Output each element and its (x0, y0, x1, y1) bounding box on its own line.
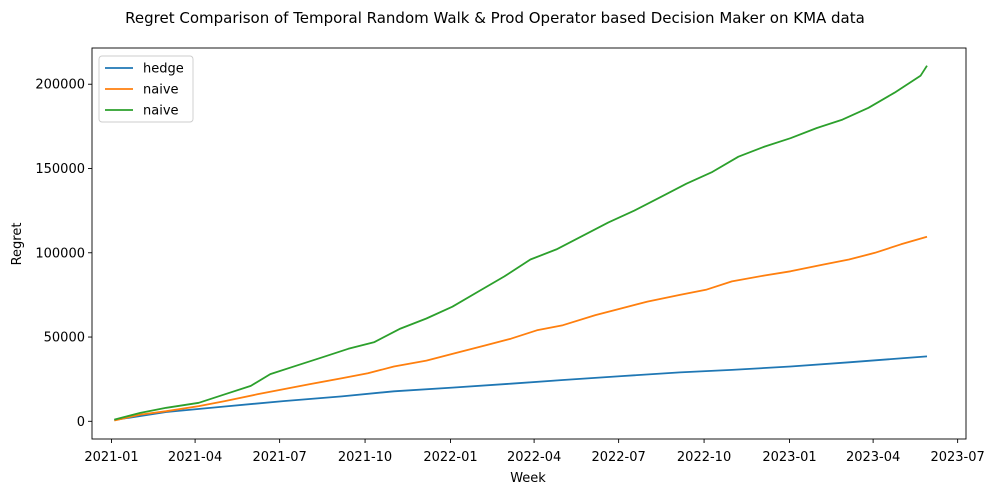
series-line-1 (114, 355, 928, 421)
x-tick-label: 2022-04 (507, 450, 561, 465)
series-line-2 (114, 235, 928, 422)
series-line-3 (114, 65, 928, 421)
legend-label: naive (143, 104, 179, 119)
y-tick-label: 50000 (44, 331, 85, 346)
x-tick-label: 2022-01 (423, 450, 477, 465)
legend-label: hedge (143, 62, 184, 77)
plot-area (91, 47, 967, 440)
x-tick-label: 2022-07 (591, 450, 645, 465)
legend: hedge naive naive (98, 55, 194, 123)
legend-box (98, 55, 194, 123)
y-tick-label: 150000 (35, 162, 85, 177)
y-axis: 0 50000 100000 150000 200000 (35, 78, 92, 430)
y-tick-label: 0 (77, 415, 85, 430)
chart-title: Regret Comparison of Temporal Random Wal… (125, 9, 865, 27)
x-tick-label: 2022-10 (677, 450, 731, 465)
x-axis: 2021-01 2021-04 2021-07 2021-10 2022-01 2022-… (84, 439, 985, 465)
legend-label: naive (143, 83, 179, 98)
x-tick-label: 2023-04 (846, 450, 900, 465)
x-axis-label: Week (510, 471, 546, 486)
x-tick-label: 2021-07 (252, 450, 306, 465)
y-tick-label: 200000 (35, 78, 85, 93)
x-tick-label: 2023-07 (930, 450, 984, 465)
x-tick-label: 2023-01 (762, 450, 816, 465)
x-tick-label: 2021-10 (338, 450, 392, 465)
x-tick-label: 2021-04 (168, 450, 222, 465)
series-layer (114, 65, 928, 422)
y-tick-label: 100000 (35, 246, 85, 261)
y-axis-label: Regret (10, 223, 25, 266)
x-tick-label: 2021-01 (84, 450, 138, 465)
